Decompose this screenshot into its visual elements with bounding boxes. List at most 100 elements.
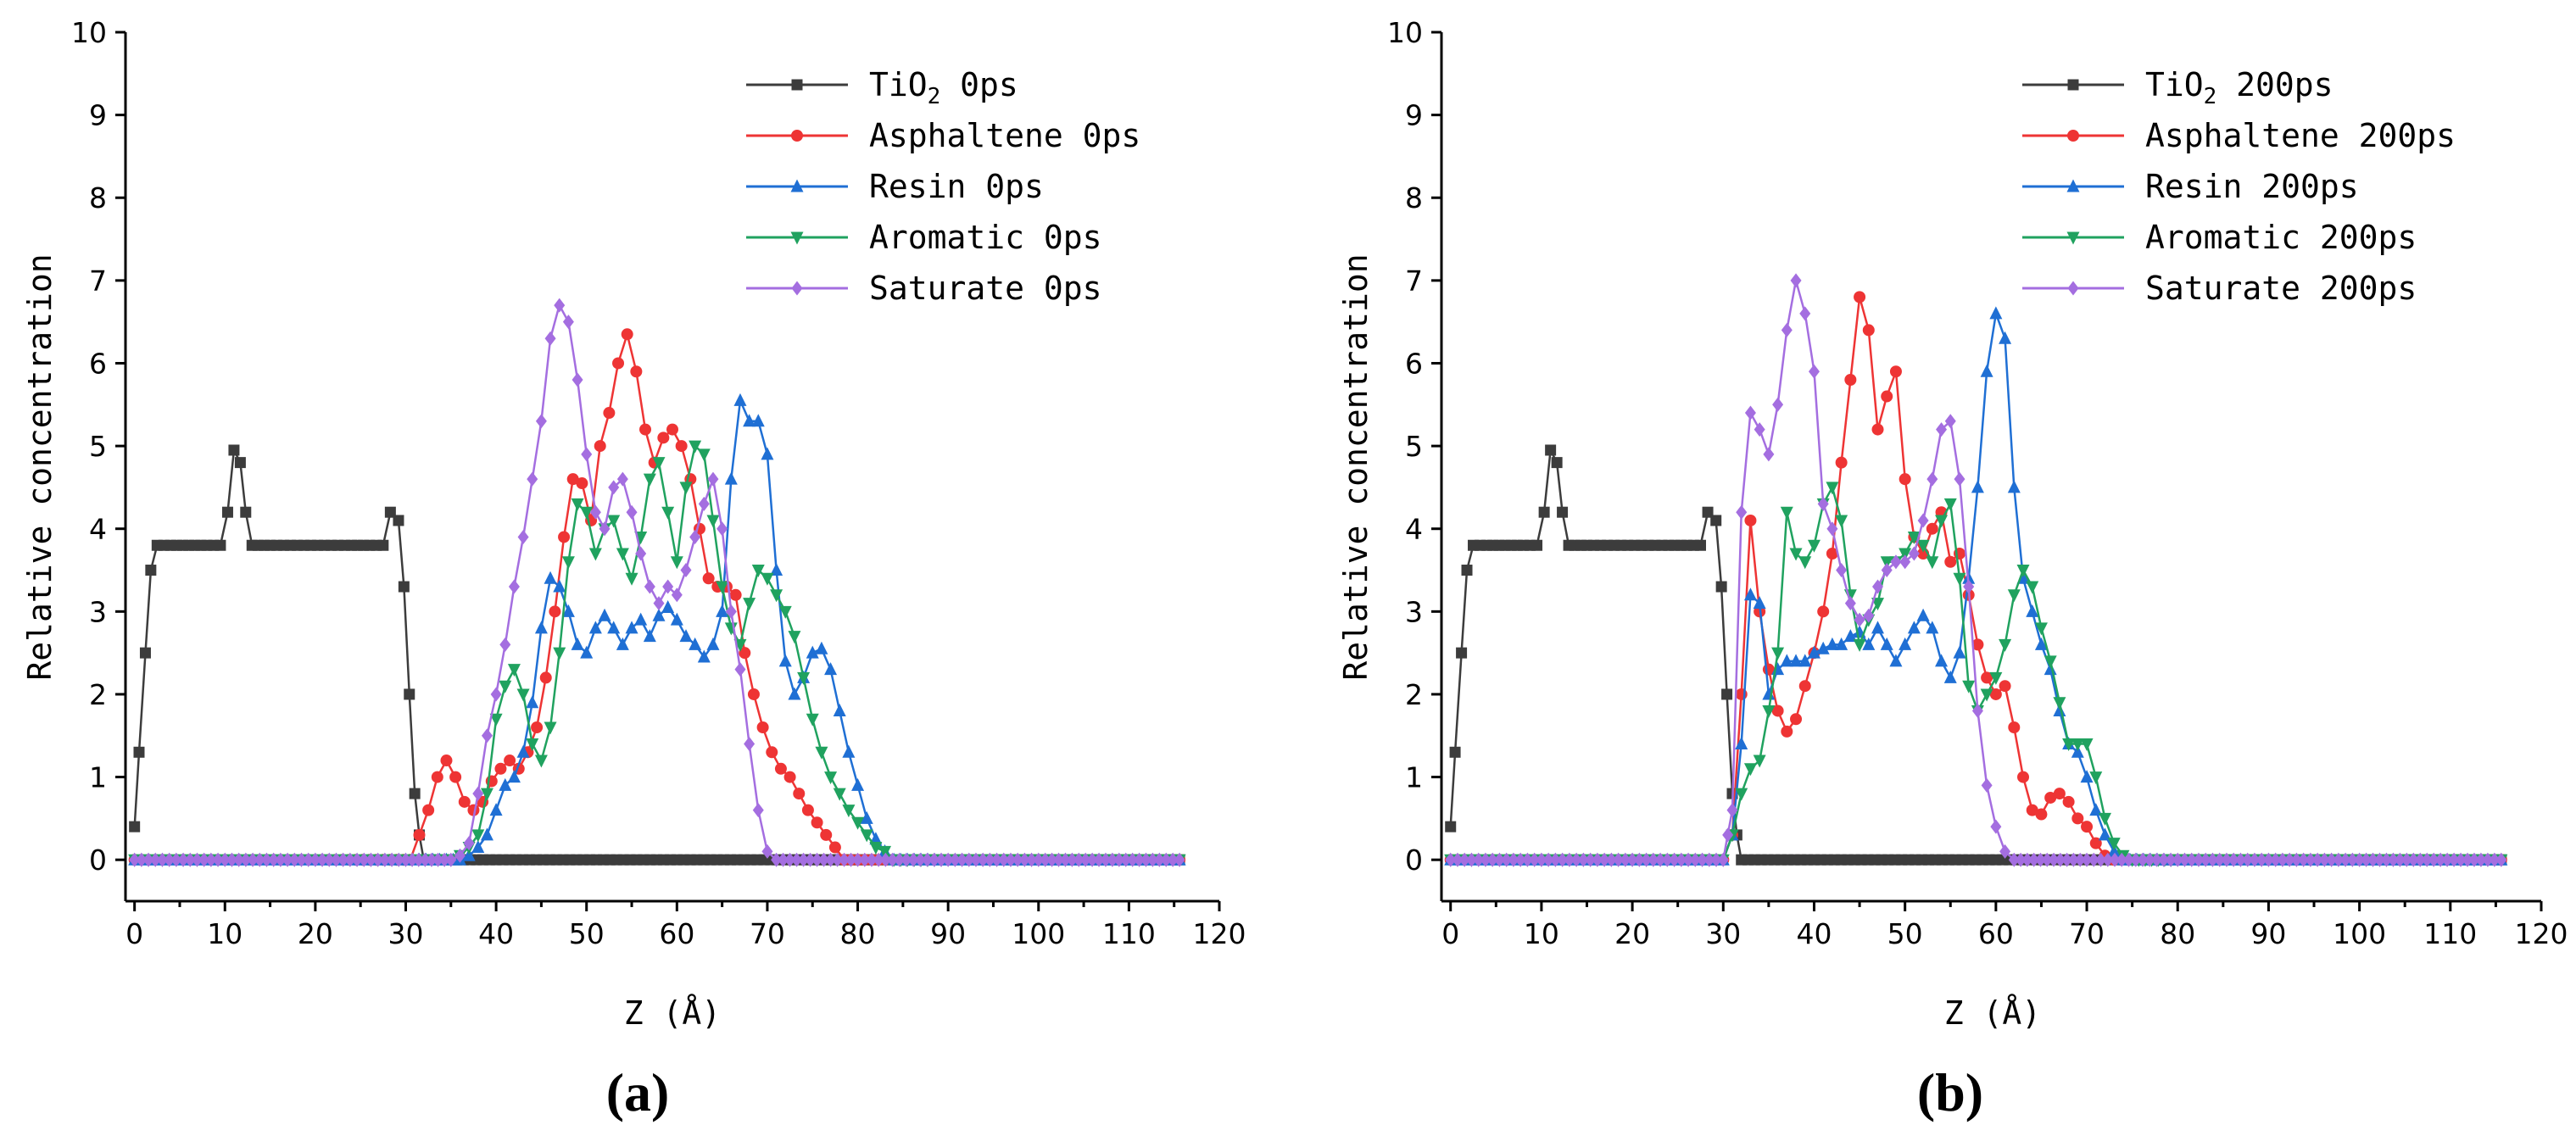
panel-b-saturate-point xyxy=(2055,852,2066,867)
panel-a-asphaltene-point xyxy=(539,671,552,684)
panel-a-aromatic-point xyxy=(697,448,711,462)
panel-b-asphaltene-point xyxy=(1817,605,1830,618)
panel-b-resin-point xyxy=(1843,629,1857,643)
panel-a-saturate-point xyxy=(454,848,466,863)
panel-a-saturate-point xyxy=(900,852,912,867)
panel-b-aromatic-point xyxy=(2071,738,2084,752)
panel-b-saturate-point xyxy=(2283,852,2295,867)
panel-a-saturate-point xyxy=(233,852,245,867)
panel-a-saturate-point xyxy=(991,852,1003,867)
panel-a-saturate-point xyxy=(698,496,710,511)
panel-a-asphaltene-point xyxy=(431,771,443,783)
panel-a-aromatic-point xyxy=(480,788,493,801)
panel-b-resin-point xyxy=(1743,587,1757,601)
panel-a-legend-item-tio2: TiO2 0ps xyxy=(746,66,1018,109)
panel-b-tio2-point xyxy=(1557,506,1569,518)
panel-b-x-tick-label: 10 xyxy=(1524,917,1559,950)
panel-b-tio2-point xyxy=(1694,539,1706,551)
panel-a-x-tick-label: 110 xyxy=(1102,917,1156,950)
panel-a-resin-point xyxy=(778,654,792,667)
panel-b-asphaltene-point xyxy=(2081,821,2094,833)
panel-b-saturate-point xyxy=(2277,852,2289,867)
panel-a-x-ticks: 0 10 20 30 40 50 60 70 80 90 100 110 120 xyxy=(125,901,1246,950)
panel-b-saturate-point xyxy=(1536,852,1547,867)
panel-a-aromatic-point xyxy=(607,515,621,528)
panel-a-saturate-point xyxy=(1093,852,1105,867)
panel-a-asphaltene-point xyxy=(774,762,787,775)
panel-a-saturate-line xyxy=(134,302,1180,861)
panel-a-saturate-point xyxy=(922,852,934,867)
panel-b-saturate-point xyxy=(1577,852,1589,867)
panel-a-resin-point xyxy=(689,637,702,650)
panel-b-legend-marker xyxy=(2067,130,2079,142)
panel-b-resin-point xyxy=(2107,844,2121,857)
panel-b-resin-point xyxy=(1735,737,1748,750)
panel-b-saturate-point xyxy=(2255,852,2267,867)
panel-b-saturate-point xyxy=(2095,852,2107,867)
panel-a-resin-point xyxy=(770,563,783,576)
panel-b-saturate-point xyxy=(1817,496,1829,511)
panel-a-series-tio2 xyxy=(129,444,1185,866)
panel-b-resin-point xyxy=(2080,770,2094,783)
panel-a-y-tick-label: 10 xyxy=(71,16,107,49)
panel-b-saturate-point xyxy=(2290,852,2302,867)
panel-a-resin-point xyxy=(860,810,873,824)
panel-a-saturate-point xyxy=(1079,852,1091,867)
panel-b-resin-point xyxy=(1789,654,1803,667)
panel-a-aromatic-point xyxy=(833,788,846,801)
panel-a-saturate-point xyxy=(778,852,789,867)
panel-b-aromatic-point xyxy=(1899,548,1912,561)
panel-a-saturate-point xyxy=(1107,852,1118,867)
panel-b-legend-marker xyxy=(2067,281,2079,296)
panel-a-aromatic-point xyxy=(526,738,539,752)
panel-a-saturate-point xyxy=(1005,852,1017,867)
panel-a-x-tick-label: 120 xyxy=(1193,917,1246,950)
panel-b-saturate-point xyxy=(2186,852,2198,867)
panel-a-saturate-point xyxy=(1113,852,1125,867)
panel-b-legend-label: Asphaltene 200ps xyxy=(2145,117,2456,154)
panel-b-y-tick-label: 8 xyxy=(1405,181,1423,214)
panel-a-asphaltene-point xyxy=(422,804,435,816)
panel-b-saturate-point xyxy=(1963,579,1975,594)
panel-a-x-tick-label: 100 xyxy=(1012,917,1065,950)
panel-a-aromatic-point xyxy=(489,713,503,727)
panel-b-resin-point xyxy=(1862,637,1876,650)
panel-a-tio2-point xyxy=(139,647,151,659)
panel-b-resin-point xyxy=(1916,608,1930,621)
panel-a-asphaltene-point xyxy=(440,755,453,767)
panel-a-asphaltene-point xyxy=(766,746,778,759)
panel-b-saturate-point xyxy=(1564,852,1575,867)
panel-b-saturate-point xyxy=(1689,852,1701,867)
panel-a-aromatic-point xyxy=(625,572,638,586)
panel-a-asphaltene-point xyxy=(747,688,760,700)
panel-b-saturate-point xyxy=(2414,852,2426,867)
panel-b-asphaltene-point xyxy=(1835,456,1848,469)
panel-a-aromatic-point xyxy=(507,664,521,677)
panel-a-saturate-point xyxy=(805,852,817,867)
panel-b-y-tick-label: 2 xyxy=(1405,678,1423,711)
panel-a-saturate-point xyxy=(337,852,349,867)
panel-a-tio2-point xyxy=(404,688,415,700)
panel-a-y-tick-label: 4 xyxy=(89,513,107,546)
panel-a-saturate-point xyxy=(653,596,665,611)
panel-b-asphaltene-point xyxy=(1781,725,1793,738)
panel-b-tio2-point xyxy=(1710,515,1722,526)
panel-a-asphaltene-point xyxy=(811,816,823,829)
panel-b-saturate-point xyxy=(2249,852,2261,867)
panel-b-aromatic-point xyxy=(2053,697,2066,710)
panel-a-asphaltene-point xyxy=(558,531,571,543)
panel-a-resin-point xyxy=(471,840,485,854)
panel-a-asphaltene-point xyxy=(566,473,579,486)
panel-a-aromatic-point xyxy=(797,671,811,685)
panel-b-saturate-point xyxy=(2400,852,2412,867)
panel-a-y-ticks: 0 1 2 3 4 5 6 7 8 9 10 xyxy=(71,16,125,877)
panel-a-y-tick-label: 8 xyxy=(89,181,107,214)
panel-b-saturate-point xyxy=(2354,852,2366,867)
panel-a-legend-item-aromatic: Aromatic 0ps xyxy=(746,219,1102,256)
panel-b-saturate-point xyxy=(2021,852,2033,867)
panel-a-saturate-point xyxy=(426,852,438,867)
panel-b-asphaltene-point xyxy=(1844,374,1857,386)
panel-a-saturate-point xyxy=(527,471,538,487)
panel-b-asphaltene-point xyxy=(1999,680,2011,693)
